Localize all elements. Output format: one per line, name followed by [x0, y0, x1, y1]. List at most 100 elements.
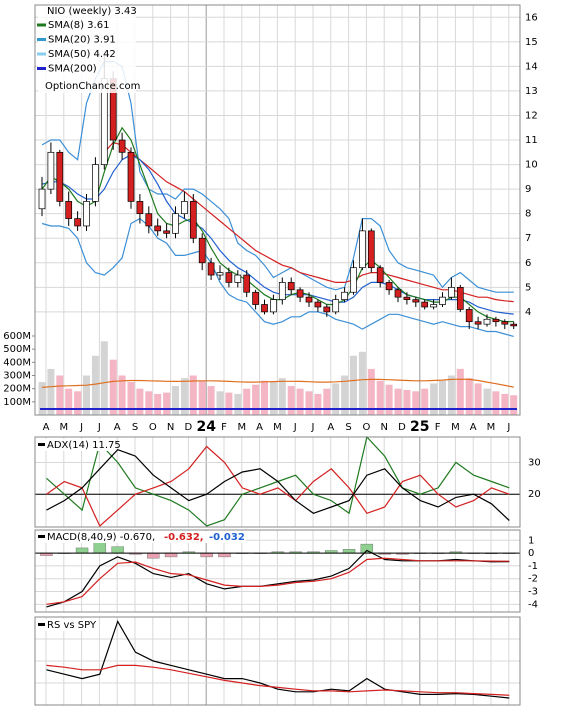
- y-tick-label: 9: [525, 184, 531, 195]
- x-tick-label: M: [237, 422, 246, 433]
- volume-bar: [483, 388, 491, 415]
- candle-body: [465, 309, 473, 323]
- volume-bar: [100, 341, 108, 415]
- volume-tick-label: 100M: [3, 397, 31, 408]
- candle-body: [474, 321, 482, 325]
- title-swatch: [38, 535, 45, 538]
- candle-body: [278, 282, 286, 300]
- candle-body: [394, 289, 402, 298]
- y-tick-label: 10: [525, 160, 538, 171]
- legend-swatch: [37, 67, 46, 70]
- x-tick-label: 25: [410, 419, 429, 435]
- x-tick-label: D: [185, 422, 193, 433]
- panel-title: -0.632,: [164, 532, 204, 543]
- x-tick-label: D: [398, 422, 406, 433]
- candle-body: [323, 306, 331, 313]
- x-tick-label: O: [149, 422, 157, 433]
- panel-title: MACD(8,40,9) -0.670,: [47, 532, 155, 543]
- y-tick-label: 7: [525, 233, 531, 244]
- title-bg: [36, 531, 246, 543]
- candle-body: [216, 272, 224, 276]
- volume-bar: [118, 375, 126, 415]
- x-tick-label: J: [97, 422, 101, 433]
- candle-body: [403, 296, 411, 300]
- y-tick-label: 14: [525, 61, 538, 72]
- x-tick-label: N: [380, 422, 387, 433]
- panel-frame: [34, 4, 521, 416]
- volume-bar: [421, 388, 429, 415]
- candle-body: [127, 151, 135, 202]
- volume-bar: [269, 382, 277, 415]
- volume-bar: [323, 388, 331, 415]
- candle-body: [252, 291, 259, 305]
- volume-bar: [109, 359, 117, 415]
- candle-body: [172, 213, 179, 234]
- y-tick-label: 8: [525, 209, 531, 220]
- x-tick-label: J: [311, 422, 315, 433]
- candle-body: [412, 299, 420, 303]
- volume-tick-label: 500M: [3, 344, 31, 355]
- volume-bar: [127, 382, 135, 415]
- candle-body: [350, 267, 357, 293]
- volume-tick-label: 600M: [3, 331, 31, 342]
- candle-body: [261, 304, 268, 313]
- volume-bar: [216, 391, 224, 415]
- candle-body: [83, 201, 90, 227]
- x-tick-label: S: [132, 422, 138, 433]
- volume-bar: [447, 375, 455, 415]
- volume-bar: [341, 375, 349, 415]
- x-tick-label: A: [327, 422, 334, 433]
- panel-title: -0.032: [209, 532, 245, 543]
- candle-body: [163, 230, 170, 234]
- candle-body: [189, 201, 197, 239]
- title-swatch: [38, 443, 45, 446]
- overlay-line: [41, 126, 514, 323]
- volume-bar: [83, 375, 90, 415]
- candle-body: [243, 274, 251, 293]
- volume-tick-label: 300M: [3, 371, 31, 382]
- legend-swatch: [37, 52, 46, 56]
- histogram-bar: [360, 543, 374, 554]
- volume-tick-label: 200M: [3, 384, 31, 395]
- candle-body: [439, 296, 446, 305]
- x-tick-label: O: [362, 422, 370, 433]
- candle-body: [118, 139, 126, 153]
- candle-body: [74, 218, 81, 227]
- volume-bar: [91, 355, 99, 415]
- volume-bar: [439, 380, 446, 415]
- x-tick-label: J: [506, 422, 510, 433]
- candle-body: [305, 296, 313, 303]
- y-tick-label: 11: [525, 135, 538, 146]
- indicator-line: [46, 449, 510, 521]
- volume-bar: [180, 378, 188, 415]
- volume-tick-label: 400M: [3, 357, 31, 368]
- legend-label: SMA(20) 3.91: [48, 35, 116, 46]
- volume-bar: [38, 382, 46, 415]
- y-tick-label: 6: [525, 258, 531, 269]
- volume-bar: [287, 386, 295, 415]
- volume-average: [41, 378, 514, 388]
- y-tick-label: 30: [528, 457, 541, 468]
- volume-bar: [296, 388, 304, 415]
- histogram-bar: [164, 552, 178, 558]
- volume-bar: [332, 383, 340, 415]
- volume-bar: [261, 380, 268, 415]
- x-tick-label: M: [451, 422, 460, 433]
- overlay-line: [103, 141, 514, 303]
- volume-bar: [145, 391, 153, 415]
- candle-body: [47, 151, 55, 190]
- candle-body: [421, 301, 429, 308]
- candle-body: [270, 299, 277, 313]
- indicator-line: [46, 664, 510, 696]
- x-tick-label: A: [114, 422, 121, 433]
- title-swatch: [38, 623, 45, 626]
- volume-bar: [136, 388, 144, 415]
- candle-body: [181, 201, 188, 215]
- candle-body: [483, 318, 491, 325]
- candle-body: [56, 151, 64, 202]
- y-tick-label: -3: [528, 587, 538, 598]
- layers: 45678910111213141516100M200M300M400M500M…: [3, 3, 541, 706]
- candle-body: [430, 304, 437, 308]
- volume-bar: [172, 386, 179, 415]
- panel-title: RS vs SPY: [47, 620, 97, 631]
